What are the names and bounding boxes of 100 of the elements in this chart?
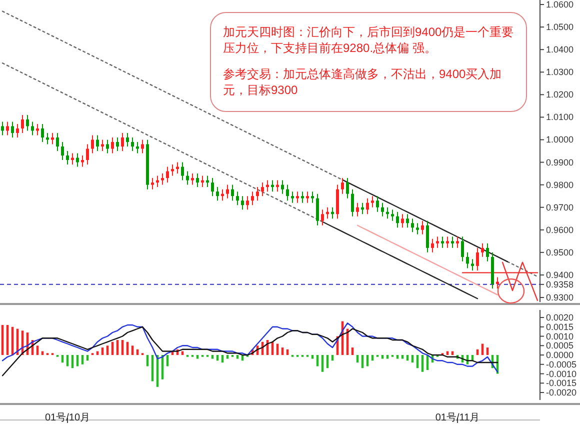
candlestick bbox=[246, 196, 249, 210]
candlestick bbox=[216, 186, 219, 202]
y-tick-label: 0.9900 bbox=[546, 157, 574, 168]
candlestick bbox=[251, 191, 254, 206]
y-tick-label: 1.0300 bbox=[546, 67, 574, 78]
y-tick-label: 1.0000 bbox=[546, 134, 574, 145]
candlestick bbox=[226, 184, 229, 199]
candlestick bbox=[191, 173, 194, 186]
annotation: 参考交易：加元总体逢高做多，不沽出，9400买入加元，目标9300 bbox=[223, 66, 503, 98]
candlestick bbox=[106, 139, 109, 154]
candlestick bbox=[116, 136, 119, 152]
candlestick bbox=[311, 191, 314, 204]
candlestick bbox=[451, 236, 454, 248]
candlestick bbox=[41, 123, 44, 142]
candlestick bbox=[456, 236, 459, 248]
candlestick bbox=[486, 242, 489, 262]
y-tick-label: 1.0100 bbox=[546, 112, 574, 122]
candlestick bbox=[436, 236, 439, 248]
y-tick-label: 0.9600 bbox=[546, 224, 574, 235]
candlestick bbox=[76, 152, 79, 168]
candlestick bbox=[86, 144, 89, 166]
y-tick-label: 1.0600 bbox=[546, 0, 574, 10]
candlestick bbox=[101, 139, 104, 152]
candlestick bbox=[66, 150, 69, 166]
candlestick bbox=[21, 114, 24, 134]
candlestick bbox=[286, 184, 289, 202]
candlestick bbox=[406, 214, 409, 228]
bar bbox=[166, 355, 169, 366]
candlestick bbox=[91, 134, 94, 154]
y-tick-label: 0.9300 bbox=[546, 292, 574, 302]
candlestick bbox=[461, 236, 464, 262]
candlestick bbox=[476, 247, 479, 271]
bar bbox=[146, 355, 149, 366]
candlestick bbox=[181, 162, 184, 181]
candlestick bbox=[416, 222, 419, 235]
bar bbox=[386, 355, 389, 359]
y-tick-label: 0.9400 bbox=[546, 270, 574, 280]
candlestick bbox=[431, 238, 434, 253]
candlestick bbox=[236, 191, 239, 206]
bar bbox=[81, 355, 84, 364]
y-tick-label: 1.0500 bbox=[546, 22, 574, 32]
bar bbox=[236, 355, 239, 359]
bar bbox=[316, 355, 319, 366]
candlestick bbox=[6, 121, 9, 136]
candlestick bbox=[171, 164, 174, 176]
candlestick bbox=[151, 178, 154, 190]
bar bbox=[396, 355, 399, 359]
candlestick bbox=[291, 191, 294, 204]
y-tick-label: 1.0200 bbox=[546, 90, 574, 100]
y-tick-label: -0.0020 bbox=[546, 388, 577, 398]
candlestick bbox=[281, 180, 284, 194]
candlestick bbox=[371, 196, 374, 208]
candlestick bbox=[1, 121, 4, 136]
candlestick bbox=[391, 209, 394, 222]
candlestick bbox=[341, 178, 344, 194]
y-tick-label: -0.0010 bbox=[546, 368, 577, 379]
candlestick bbox=[161, 173, 164, 186]
y-tick-label: -0.0015 bbox=[546, 378, 577, 388]
bar bbox=[311, 355, 314, 359]
candlestick bbox=[366, 198, 369, 215]
y-tick-label: 0.0005 bbox=[546, 340, 574, 351]
candlestick bbox=[196, 173, 199, 188]
candlestick bbox=[426, 220, 429, 253]
candlestick bbox=[496, 276, 499, 289]
candlestick bbox=[131, 136, 134, 152]
candlestick bbox=[296, 191, 299, 204]
bar bbox=[106, 346, 109, 355]
y-tick-label: 0.9500 bbox=[546, 247, 574, 258]
candlestick bbox=[11, 121, 14, 138]
bar bbox=[36, 346, 39, 355]
y-tick-label: 0.0000 bbox=[546, 350, 574, 360]
candlestick bbox=[321, 209, 324, 226]
candlestick bbox=[421, 220, 424, 235]
candlestick bbox=[81, 155, 84, 168]
bar bbox=[401, 355, 404, 359]
bar bbox=[366, 355, 369, 366]
candlestick bbox=[31, 121, 34, 136]
annotation: 加元天四时图：汇价向下，后市回到9400仍是一个重要压力位，下支持目前在9280.总体偏 强。 bbox=[223, 24, 514, 56]
candlestick bbox=[121, 132, 124, 152]
candlestick bbox=[111, 136, 114, 154]
bar bbox=[226, 355, 229, 359]
candlestick bbox=[56, 132, 59, 152]
y-tick-label: 0.9700 bbox=[546, 202, 574, 212]
candlestick bbox=[381, 202, 384, 217]
bar bbox=[66, 355, 69, 366]
candlestick bbox=[401, 214, 404, 228]
candlestick bbox=[471, 258, 474, 271]
y-tick-label: 0.9358 bbox=[546, 279, 574, 290]
candlestick bbox=[441, 236, 444, 248]
candlestick bbox=[26, 114, 29, 132]
candlestick bbox=[211, 178, 214, 197]
candlestick bbox=[301, 191, 304, 204]
candlestick bbox=[256, 186, 259, 202]
y-tick-label: 0.0020 bbox=[546, 312, 574, 322]
candlestick bbox=[96, 134, 99, 152]
candlestick bbox=[261, 182, 264, 197]
y-tick-label: 0.9800 bbox=[546, 180, 574, 190]
candlestick bbox=[186, 170, 189, 186]
candlestick bbox=[141, 139, 144, 154]
bar bbox=[151, 355, 154, 382]
